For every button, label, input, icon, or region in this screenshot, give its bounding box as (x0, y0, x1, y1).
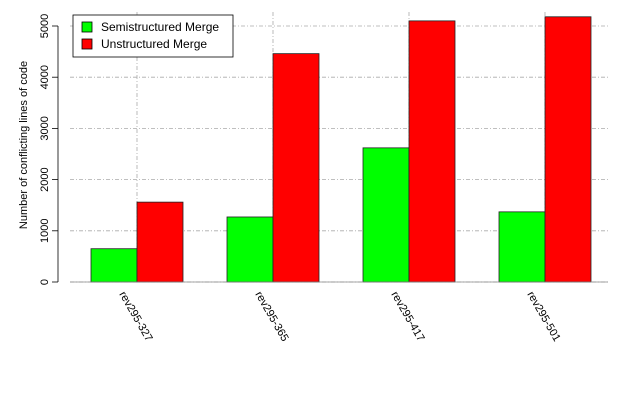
legend: Semistructured Merge Unstructured Merge (72, 14, 234, 58)
x-tick-label: rev295-327 (116, 290, 154, 344)
legend-label-semistructured: Semistructured Merge (101, 20, 219, 34)
bar-unstructured-merge-rev295-327 (136, 201, 184, 283)
x-axis-labels: rev295-327 rev295-365 rev295-417 rev295-501 (116, 290, 562, 344)
bar-semistructured-merge-rev295-327 (90, 248, 138, 283)
y-tick-label: 0 (39, 279, 51, 285)
bar-unstructured-merge-rev295-501 (544, 16, 592, 283)
bar-semistructured-merge-rev295-501 (498, 211, 546, 283)
bars (90, 16, 592, 283)
y-tick-label: 1000 (39, 219, 51, 243)
y-tick-label: 4000 (39, 65, 51, 89)
y-tick-label: 5000 (39, 14, 51, 38)
x-tick-label: rev295-365 (252, 290, 290, 344)
y-axis: 0 1000 2000 3000 4000 5000 (39, 14, 608, 285)
bar-unstructured-merge-rev295-417 (408, 20, 456, 283)
x-tick-label: rev295-501 (524, 290, 562, 344)
x-tick-label: rev295-417 (388, 290, 426, 344)
bar-semistructured-merge-rev295-365 (226, 216, 274, 283)
legend-label-unstructured: Unstructured Merge (101, 37, 207, 51)
y-axis-title: Number of conflicting lines of code (18, 61, 30, 229)
y-tick-label: 3000 (39, 116, 51, 140)
legend-box (72, 14, 234, 58)
bar-semistructured-merge-rev295-417 (362, 147, 410, 283)
legend-swatch-unstructured (81, 38, 93, 50)
legend-swatch-semistructured (81, 21, 93, 33)
bar-unstructured-merge-rev295-365 (272, 53, 320, 283)
y-tick-label: 2000 (39, 167, 51, 191)
